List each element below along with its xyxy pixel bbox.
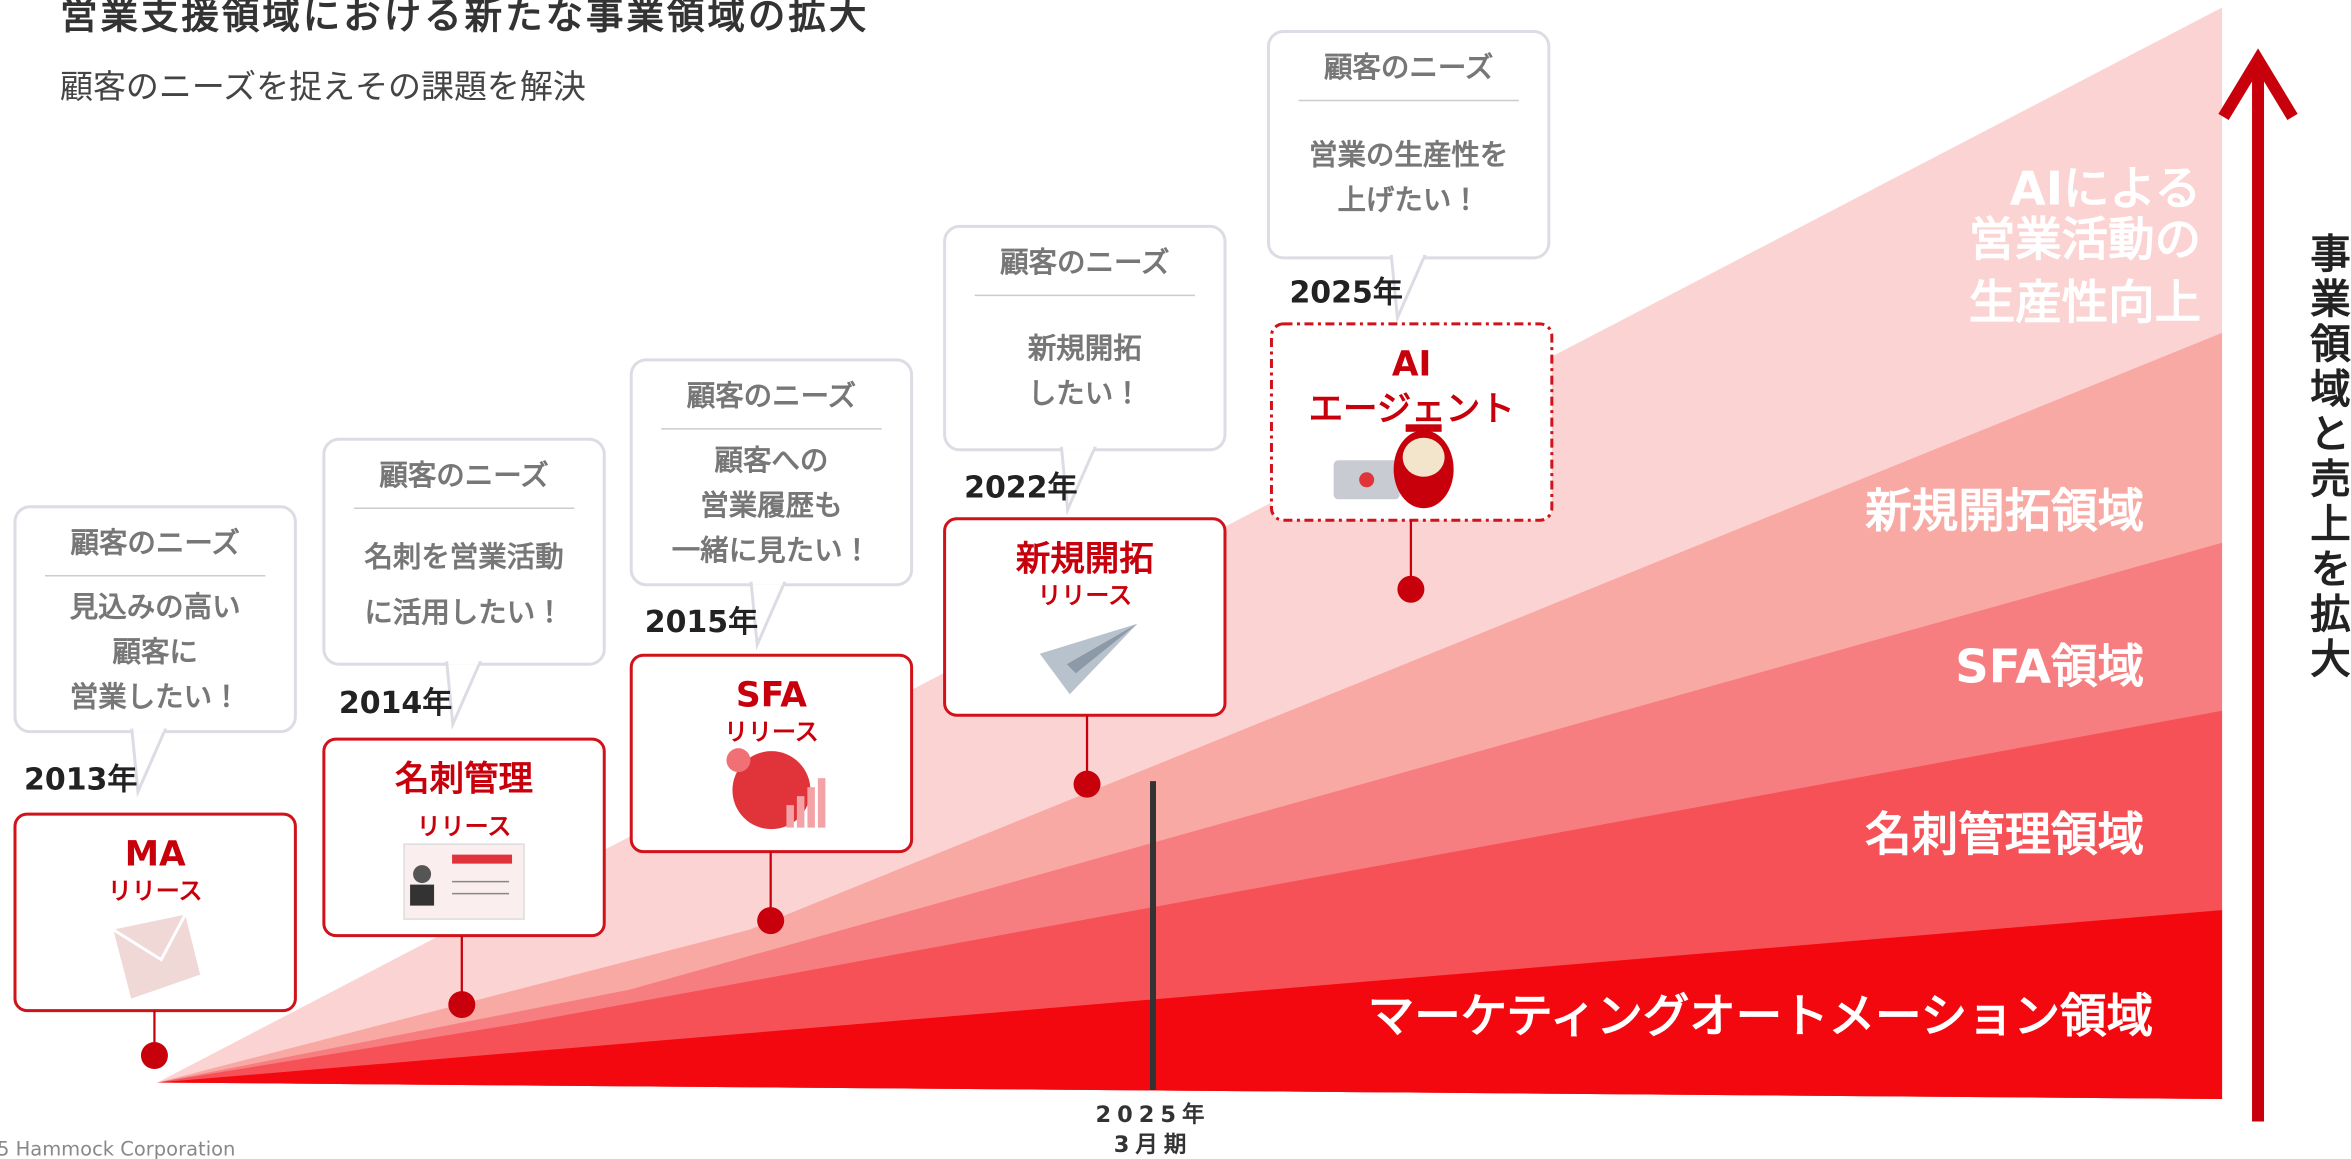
- needs-header: 顧客のニーズ: [1000, 246, 1169, 279]
- marker-year: 2025年: [1095, 1101, 1210, 1128]
- needs-text: 営業履歴も: [700, 489, 842, 522]
- page: { "header": { "title": "営業支援領域における新たな事業領…: [0, 0, 2351, 1159]
- needs-text: 顧客に: [112, 636, 197, 669]
- title: 営業支援領域における新たな事業領域の拡大: [60, 0, 869, 37]
- icon-person: [413, 865, 431, 883]
- icon-card-bar: [452, 855, 512, 864]
- year: 2022年: [964, 470, 1077, 505]
- needs-text: 一緒に見たい！: [672, 534, 871, 567]
- needs-text: 新規開拓: [1027, 332, 1142, 365]
- needs-header: 顧客のニーズ: [1324, 51, 1493, 84]
- needs-text: に活用したい！: [364, 596, 563, 629]
- subtitle: 顧客のニーズを捉えその課題を解決: [60, 67, 586, 106]
- timeline-dot: [1397, 576, 1424, 603]
- icon-person-body: [410, 885, 434, 906]
- release-label: リリース: [1037, 582, 1132, 610]
- icon-chart-bar: [818, 778, 825, 827]
- timeline-dot: [448, 991, 475, 1018]
- product-name: 名刺管理: [395, 760, 533, 800]
- area-label: 名刺管理領域: [1865, 808, 2144, 862]
- bubble-tail-cover: [1063, 444, 1093, 450]
- icon-owl-face: [1403, 438, 1445, 477]
- timeline-dot: [1074, 771, 1101, 798]
- timeline-dot: [757, 907, 784, 934]
- icon-chart-bar: [786, 805, 793, 827]
- area-label: 営業活動の: [1969, 212, 2201, 266]
- bubble-tail-cover: [1393, 252, 1423, 258]
- year: 2014年: [339, 686, 452, 721]
- product-name: 新規開拓: [1015, 539, 1154, 579]
- release-label: リリース: [108, 877, 203, 905]
- year: 2013年: [24, 763, 137, 798]
- bubble-tail-cover: [753, 579, 783, 585]
- needs-header: 顧客のニーズ: [70, 526, 239, 559]
- year: 2015年: [645, 605, 758, 640]
- footer: 5 Hammock Corporation: [0, 1138, 235, 1159]
- needs-text: 営業の生産性を: [1309, 139, 1508, 172]
- year: 2025年: [1289, 275, 1402, 310]
- area-label: 生産性向上: [1969, 275, 2201, 329]
- icon-laptop-logo: [1359, 472, 1374, 487]
- release-label: リリース: [417, 813, 512, 841]
- bubble-tail-cover: [133, 726, 163, 732]
- area-label: AIによる: [2010, 161, 2201, 215]
- icon-chart-bar: [797, 796, 804, 827]
- needs-header: 顧客のニーズ: [379, 459, 548, 492]
- needs-text: 名刺を営業活動: [364, 541, 563, 574]
- release-label: リリース: [724, 718, 819, 746]
- area-label: SFA領域: [1955, 640, 2144, 694]
- needs-header: 顧客のニーズ: [687, 379, 856, 412]
- needs-text: したい！: [1028, 377, 1142, 410]
- slide: 営業支援領域における新たな事業領域の拡大 顧客のニーズを捉えその課題を解決 AI…: [0, 0, 2351, 1159]
- needs-text: 営業したい！: [70, 681, 241, 714]
- area-label: マーケティングオートメーション領域: [1368, 989, 2153, 1043]
- timeline-dot: [141, 1042, 168, 1069]
- icon-chart-bar: [807, 787, 814, 827]
- needs-text: 見込みの高い: [70, 591, 241, 624]
- product-name: エージェント: [1309, 389, 1515, 429]
- icon-owl-cap: [1406, 424, 1442, 431]
- icon-coin: [726, 748, 750, 772]
- area-label: 新規開拓領域: [1865, 484, 2144, 538]
- needs-text: 顧客への: [714, 444, 828, 477]
- product-name: AI: [1392, 344, 1432, 384]
- axis-label: 事業領域と売上を拡大: [2303, 232, 2351, 682]
- bubble-tail-cover: [448, 658, 478, 664]
- marker-period: 3月期: [1114, 1132, 1193, 1158]
- product-name: SFA: [736, 676, 807, 716]
- needs-text: 上げたい！: [1337, 184, 1479, 217]
- product-name: MA: [125, 835, 186, 875]
